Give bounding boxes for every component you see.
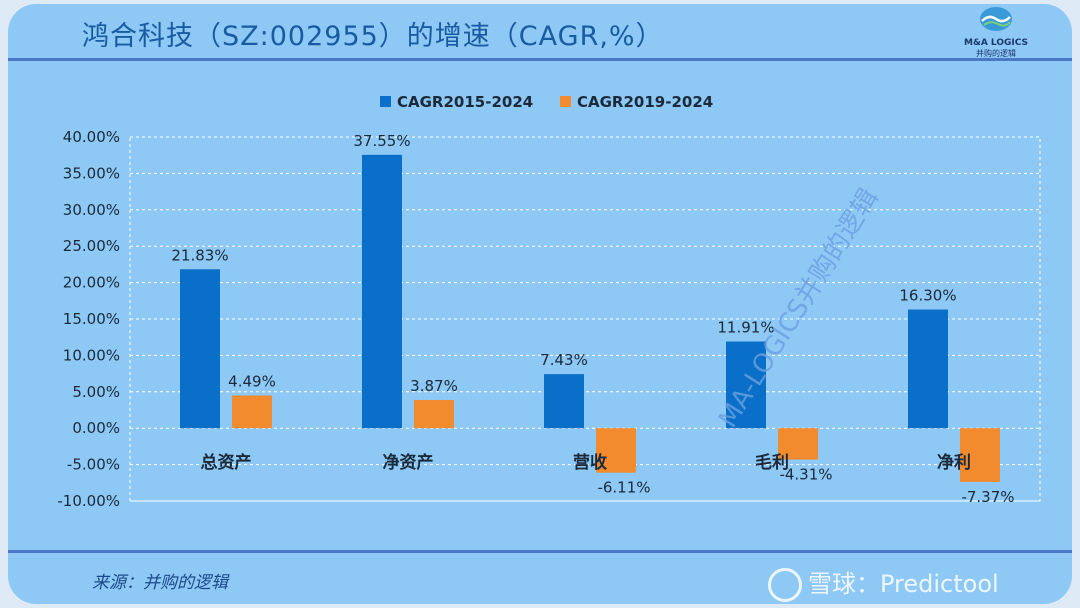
- legend-swatch-2: [560, 96, 571, 107]
- y-tick-label: 30.00%: [63, 201, 120, 219]
- data-label: 3.87%: [410, 377, 458, 395]
- bar-1-5: [908, 310, 948, 429]
- data-label: -7.37%: [961, 488, 1014, 506]
- x-tick-label: 净资产: [383, 452, 434, 473]
- data-label: 4.49%: [228, 373, 276, 391]
- y-tick-label: 20.00%: [63, 274, 120, 292]
- bar-2-1: [232, 396, 272, 429]
- data-label: -6.11%: [597, 479, 650, 497]
- y-tick-label: 25.00%: [63, 237, 120, 255]
- data-label: 7.43%: [540, 351, 588, 369]
- y-tick-label: 15.00%: [63, 310, 120, 328]
- x-tick-label: 净利: [937, 452, 971, 473]
- y-tick-label: 40.00%: [63, 128, 120, 146]
- y-tick-label: -10.00%: [57, 492, 120, 510]
- y-tick-label: 5.00%: [72, 383, 120, 401]
- watermark-text: 雪球：Predictool: [808, 570, 999, 598]
- x-tick-label: 营收: [573, 452, 607, 473]
- bar-2-2: [414, 400, 454, 428]
- legend-label-1: CAGR2015-2024: [397, 93, 533, 111]
- plot-frame: [130, 137, 1040, 501]
- y-tick-label: -5.00%: [67, 456, 120, 474]
- slide: 鸿合科技（SZ:002955）的增速（CAGR,%） M&A LOGICS 并购…: [8, 4, 1072, 604]
- xueqiu-logo-icon: [768, 568, 802, 602]
- bar-1-1: [180, 269, 220, 428]
- bar-1-3: [544, 374, 584, 428]
- bar-chart: CAGR2015-2024 CAGR2019-2024 40.00% 35.00% 3…: [8, 4, 1072, 544]
- xueqiu-watermark: 雪球：Predictool: [768, 564, 999, 602]
- footer-divider: [8, 550, 1072, 553]
- source-note: 来源：并购的逻辑: [92, 568, 228, 593]
- y-tick-label: 10.00%: [63, 346, 120, 364]
- data-label: 16.30%: [899, 287, 956, 305]
- x-tick-label: 毛利: [755, 452, 789, 473]
- x-axis-labels: 总资产 净资产 营收 毛利 净利: [201, 452, 972, 473]
- y-tick-label: 0.00%: [72, 419, 120, 437]
- bar-1-2: [362, 155, 402, 428]
- y-tick-label: 35.00%: [63, 164, 120, 182]
- legend-swatch-1: [380, 96, 391, 107]
- x-tick-label: 总资产: [201, 452, 252, 473]
- legend-label-2: CAGR2019-2024: [577, 93, 713, 111]
- chart-legend: CAGR2015-2024 CAGR2019-2024: [380, 93, 713, 111]
- chart-gridlines: [130, 137, 1040, 501]
- data-label: 37.55%: [353, 132, 410, 150]
- data-label: 21.83%: [171, 246, 228, 264]
- y-axis: 40.00% 35.00% 30.00% 25.00% 20.00% 15.00% 10.0…: [57, 128, 120, 510]
